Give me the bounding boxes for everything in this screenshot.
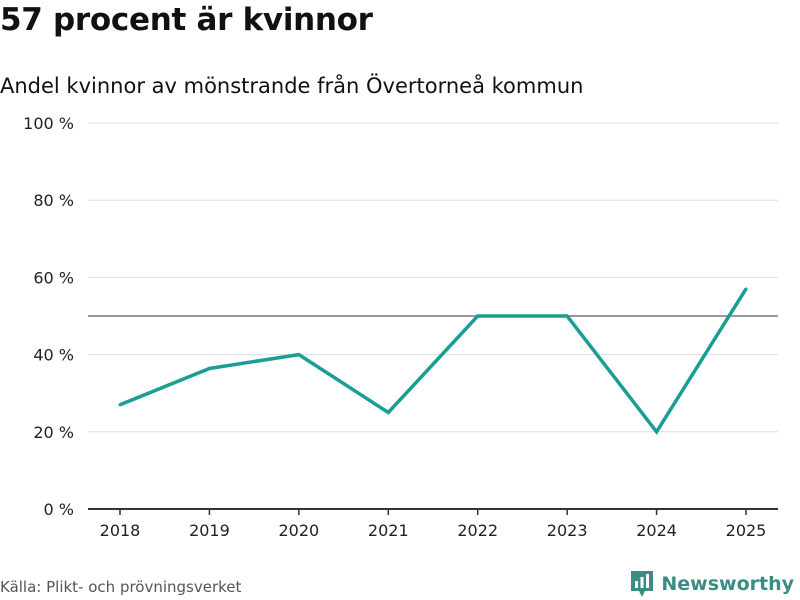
data-point <box>297 353 301 357</box>
x-tick-label: 2021 <box>368 521 409 540</box>
data-point <box>118 403 122 407</box>
series-layer <box>118 287 748 435</box>
x-tick-label: 2022 <box>457 521 498 540</box>
y-tick-label: 40 % <box>33 346 74 365</box>
data-point <box>655 430 659 434</box>
x-tick-label: 2023 <box>547 521 588 540</box>
x-axis-ticks: 2018 2019 2020 2021 2022 2023 2024 2025 <box>100 509 767 540</box>
y-tick-label: 20 % <box>33 423 74 442</box>
data-point <box>476 314 480 318</box>
series-line-0 <box>119 288 748 435</box>
x-tick-label: 2019 <box>189 521 230 540</box>
y-axis-ticks: 0 % 20 % 40 % 60 % 80 % 100 % <box>23 114 74 519</box>
chart-subtitle: Andel kvinnor av mönstrande från Övertor… <box>0 74 584 98</box>
y-tick-label: 60 % <box>33 268 74 287</box>
data-point <box>744 287 748 291</box>
chart-title: 57 procent är kvinnor <box>0 2 373 38</box>
data-point <box>565 314 569 318</box>
x-tick-label: 2018 <box>100 521 141 540</box>
y-tick-label: 80 % <box>33 191 74 210</box>
y-tick-label: 100 % <box>23 114 74 133</box>
y-tick-label: 0 % <box>44 500 74 519</box>
x-tick-label: 2024 <box>636 521 677 540</box>
brand-logo: Newsworthy <box>629 569 794 599</box>
data-point <box>386 411 390 414</box>
x-tick-label: 2025 <box>726 521 767 540</box>
source-note: Källa: Plikt- och prövningsverket <box>0 578 242 596</box>
newsworthy-icon <box>631 571 654 597</box>
x-tick-label: 2020 <box>278 521 319 540</box>
data-point <box>207 366 211 370</box>
grid-lines <box>88 122 778 433</box>
brand-name: Newsworthy <box>661 573 794 595</box>
